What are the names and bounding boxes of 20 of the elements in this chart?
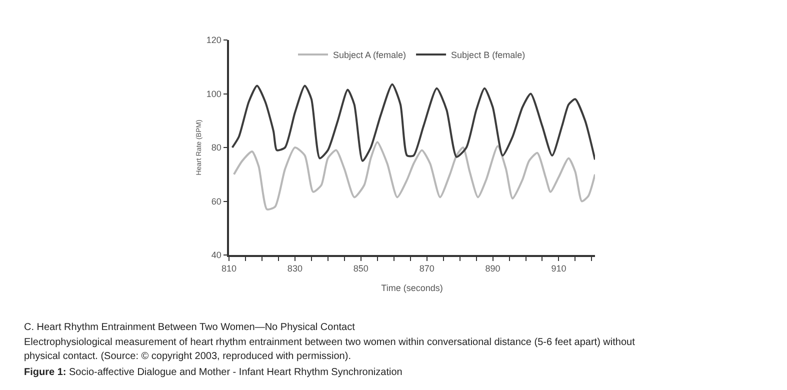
legend-label: Subject B (female) [451, 50, 526, 60]
y-tick-label: 80 [211, 142, 222, 153]
y-tick-label: 60 [211, 196, 222, 206]
line-series [232, 141, 595, 210]
line-series [231, 83, 595, 162]
caption: Figure 1: Socio-affective Dialogue and Mother - Infant Heart Rhythm Synchronization [24, 367, 402, 378]
x-tick-label: 830 [287, 264, 302, 274]
y-tick-label: 100 [206, 88, 222, 99]
y-tick-label: 120 [206, 35, 222, 46]
text: physical contact. (Source: © copyright 2003, reproduced with permission). [24, 351, 351, 362]
x-tick-label: 810 [221, 264, 237, 274]
x-tick-label: 890 [485, 264, 500, 274]
x-tick-label: 870 [419, 264, 434, 274]
x-axis-title: Time (seconds) [381, 282, 443, 293]
x-tick-label: 910 [551, 264, 566, 274]
legend-label: Subject A (female) [333, 50, 406, 60]
text: Electrophysiological measurement of heart rhythm entrainment between two women within conversational distance (5-6 feet apart) without [24, 337, 636, 348]
y-tick-label: 40 [211, 250, 222, 260]
x-tick-label: 850 [353, 264, 368, 274]
text: C. Heart Rhythm Entrainment Between Two Women—No Physical Contact [24, 322, 356, 333]
